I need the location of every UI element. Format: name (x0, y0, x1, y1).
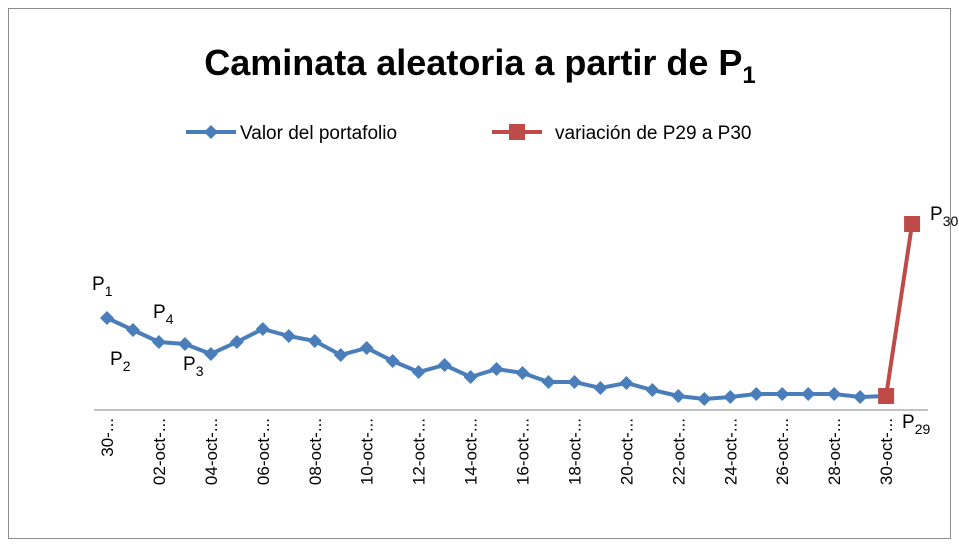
annotation: P29 (902, 412, 930, 437)
marker (541, 375, 556, 389)
marker (593, 381, 608, 395)
marker (307, 334, 322, 348)
marker (333, 348, 348, 362)
marker (437, 358, 452, 372)
annotation-sub: 1 (105, 283, 113, 299)
marker (671, 389, 686, 403)
marker (723, 390, 738, 404)
marker (359, 341, 374, 355)
marker (125, 323, 140, 337)
legend-label: variación de P29 a P30 (555, 123, 751, 144)
annotation-base: P (110, 349, 123, 370)
marker (749, 387, 764, 401)
annotation-base: P (153, 302, 166, 323)
marker (177, 337, 192, 351)
marker (827, 387, 842, 401)
marker (853, 390, 868, 404)
x-tick-label: 26-oct-... (773, 418, 792, 485)
x-tick-label: 06-oct-... (254, 418, 273, 485)
chart-title: Caminata aleatoria a partir de P1 (204, 42, 756, 89)
legend-label: Valor del portafolio (240, 123, 397, 144)
annotation: P30 (930, 204, 958, 229)
x-tick-label: 10-oct-... (358, 418, 377, 485)
x-tick-label: 16-oct-... (514, 418, 533, 485)
annotation-sub: 29 (915, 421, 931, 437)
x-tick-label: 14-oct-... (462, 418, 481, 485)
x-tick-label: 30-... (98, 418, 117, 457)
annotation: P3 (183, 354, 204, 379)
x-tick-label: 28-oct-... (825, 418, 844, 485)
annotation-base: P (183, 354, 196, 375)
chart-border (8, 8, 951, 539)
annotation-base: P (92, 274, 105, 295)
annotation: P4 (153, 302, 174, 327)
marker (255, 322, 270, 336)
marker (904, 216, 921, 232)
annotation-sub: 4 (166, 311, 174, 327)
x-tick-label: 22-oct-... (669, 418, 688, 485)
x-tick-label: 18-oct-... (565, 418, 584, 485)
annotation: P2 (110, 349, 131, 374)
marker (203, 347, 218, 361)
marker (515, 366, 530, 380)
marker (567, 375, 582, 389)
marker (100, 311, 114, 325)
marker (463, 370, 478, 384)
marker (801, 387, 816, 401)
x-tick-label: 30-oct-... (877, 418, 896, 485)
annotation-base: P (930, 204, 943, 225)
marker (697, 392, 712, 406)
marker (878, 388, 895, 404)
marker (489, 362, 504, 376)
marker (151, 335, 166, 349)
marker (509, 124, 525, 140)
marker (411, 365, 426, 379)
annotation-base: P (902, 412, 915, 433)
marker (385, 354, 400, 368)
marker (619, 376, 634, 390)
annotation-sub: 3 (196, 363, 204, 379)
marker (645, 383, 660, 397)
annotation-sub: 2 (123, 358, 131, 374)
series-line (884, 223, 915, 397)
x-tick-label: 20-oct-... (617, 418, 636, 485)
marker (204, 125, 218, 139)
x-tick-label: 08-oct-... (306, 418, 325, 485)
annotation: P1 (92, 274, 113, 299)
marker (281, 329, 296, 343)
x-tick-label: 04-oct-... (202, 418, 221, 485)
x-tick-label: 02-oct-... (150, 418, 169, 485)
marker (229, 335, 244, 349)
annotation-sub: 30 (943, 213, 959, 229)
marker (775, 387, 790, 401)
x-tick-label: 12-oct-... (410, 418, 429, 485)
x-tick-label: 24-oct-... (721, 418, 740, 485)
